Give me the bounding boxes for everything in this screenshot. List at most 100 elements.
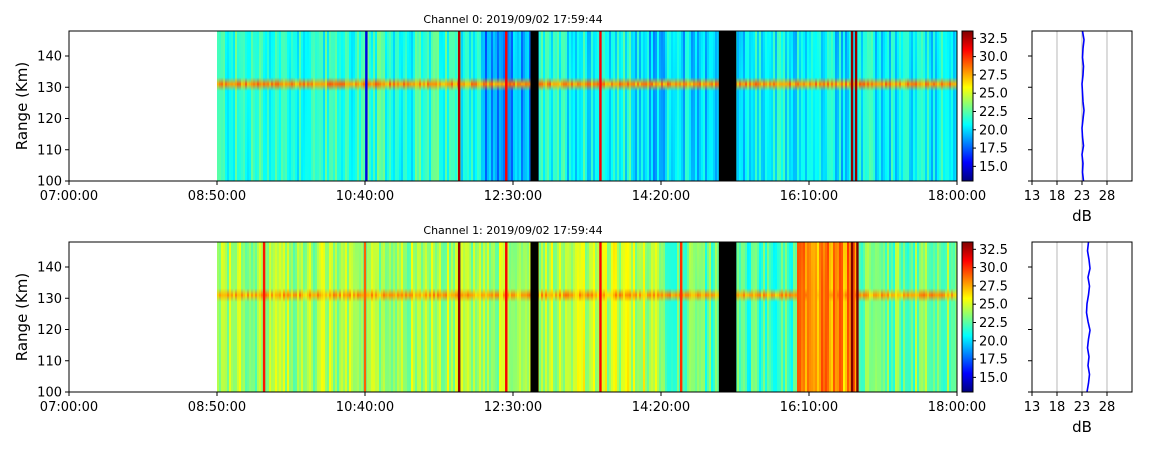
heatmap-column: [315, 31, 318, 181]
heatmap-column: [239, 242, 242, 392]
heatmap-column: [943, 31, 946, 181]
heatmap-column: [511, 31, 514, 181]
heatmap-column: [675, 242, 678, 392]
heatmap-column: [683, 31, 686, 181]
heatmap-column: [647, 242, 650, 392]
heatmap-column: [795, 242, 798, 392]
heatmap-column: [701, 242, 704, 392]
heatmap-column: [869, 31, 872, 181]
heatmap-column: [751, 31, 754, 181]
heatmap-column: [497, 242, 500, 392]
heatmap-column: [821, 242, 824, 392]
heatmap-column: [235, 31, 238, 181]
heatmap-column: [685, 31, 688, 181]
spike-line: [599, 242, 602, 392]
heatmap-column: [441, 242, 444, 392]
heatmap-column: [581, 31, 584, 181]
heatmap-column: [871, 31, 874, 181]
heatmap-column: [319, 242, 322, 392]
heatmap-column: [841, 31, 844, 181]
profile-x-label: dB: [1072, 207, 1092, 225]
heatmap-column: [891, 242, 894, 392]
heatmap-column: [465, 242, 468, 392]
heatmap-column: [889, 242, 892, 392]
heatmap-column: [415, 242, 418, 392]
heatmap-column: [939, 242, 942, 392]
heatmap-column: [619, 242, 622, 392]
heatmap-column: [245, 31, 248, 181]
heatmap-column: [577, 242, 580, 392]
heatmap-column: [933, 242, 936, 392]
heatmap-column: [811, 31, 814, 181]
heatmap-column: [691, 31, 694, 181]
heatmap-column: [261, 242, 264, 392]
heatmap-column: [369, 31, 372, 181]
heatmap-column: [643, 31, 646, 181]
heatmap-column: [233, 242, 236, 392]
heatmap-column: [247, 31, 250, 181]
x-tick-label: 12:30:00: [484, 400, 542, 415]
heatmap-column: [295, 242, 298, 392]
heatmap-column: [843, 31, 846, 181]
heatmap-column: [395, 31, 398, 181]
heatmap-column: [555, 242, 558, 392]
heatmap-column: [299, 242, 302, 392]
heatmap-column: [269, 31, 272, 181]
heatmap-column: [437, 31, 440, 181]
heatmap-column: [429, 31, 432, 181]
heatmap-column: [711, 31, 714, 181]
heatmap-column: [711, 242, 714, 392]
heatmap-column: [327, 31, 330, 181]
heatmap-column: [465, 31, 468, 181]
panel-channel-1: Channel 1: 2019/09/02 17:59:44 07:00:00 0…: [13, 224, 1133, 436]
heatmap-column: [861, 31, 864, 181]
heatmap-column: [393, 31, 396, 181]
heatmap-column: [351, 31, 354, 181]
profile-line: [1085, 241, 1091, 393]
heatmap-column: [737, 242, 740, 392]
heatmap-column: [277, 31, 280, 181]
heatmap-column: [939, 31, 942, 181]
heatmap-column: [931, 242, 934, 392]
heatmap-column: [743, 242, 746, 392]
heatmap-column: [663, 31, 666, 181]
heatmap-column: [491, 242, 494, 392]
heatmap-column: [253, 31, 256, 181]
heatmap-column: [617, 242, 620, 392]
heatmap-column: [651, 242, 654, 392]
heatmap-column: [655, 242, 658, 392]
heatmap-column: [461, 242, 464, 392]
heatmap-column: [389, 242, 392, 392]
heatmap-column: [333, 31, 336, 181]
heatmap-column: [929, 242, 932, 392]
heatmap-column: [633, 31, 636, 181]
heatmap-column: [933, 31, 936, 181]
heatmap-column: [375, 242, 378, 392]
heatmap-column: [861, 242, 864, 392]
heatmap-column: [875, 31, 878, 181]
heatmap-column: [717, 31, 720, 181]
x-axis: 07:00:00 08:50:00 10:40:00 12:30:00 14:20:00…: [40, 392, 986, 415]
heatmap-column: [217, 31, 220, 181]
heatmap-column: [591, 242, 594, 392]
heatmap-column: [303, 242, 306, 392]
heatmap-column: [265, 31, 268, 181]
heatmap-column: [687, 31, 690, 181]
heatmap-column: [291, 31, 294, 181]
heatmap-column: [781, 242, 784, 392]
heatmap-column: [437, 242, 440, 392]
profile-plot: 13 18 23 28: [1024, 30, 1133, 204]
heatmap-column: [373, 242, 376, 392]
heatmap-column: [699, 242, 702, 392]
heatmap-column: [523, 242, 526, 392]
heatmap-column: [563, 242, 566, 392]
heatmap-column: [587, 31, 590, 181]
x-tick-label: 16:10:00: [780, 189, 838, 204]
heatmap-column: [397, 242, 400, 392]
heatmap-column: [781, 31, 784, 181]
heatmap-column: [877, 31, 880, 181]
heatmap-column: [847, 31, 850, 181]
heatmap-column: [625, 31, 628, 181]
heatmap-column: [885, 242, 888, 392]
heatmap-column: [929, 31, 932, 181]
